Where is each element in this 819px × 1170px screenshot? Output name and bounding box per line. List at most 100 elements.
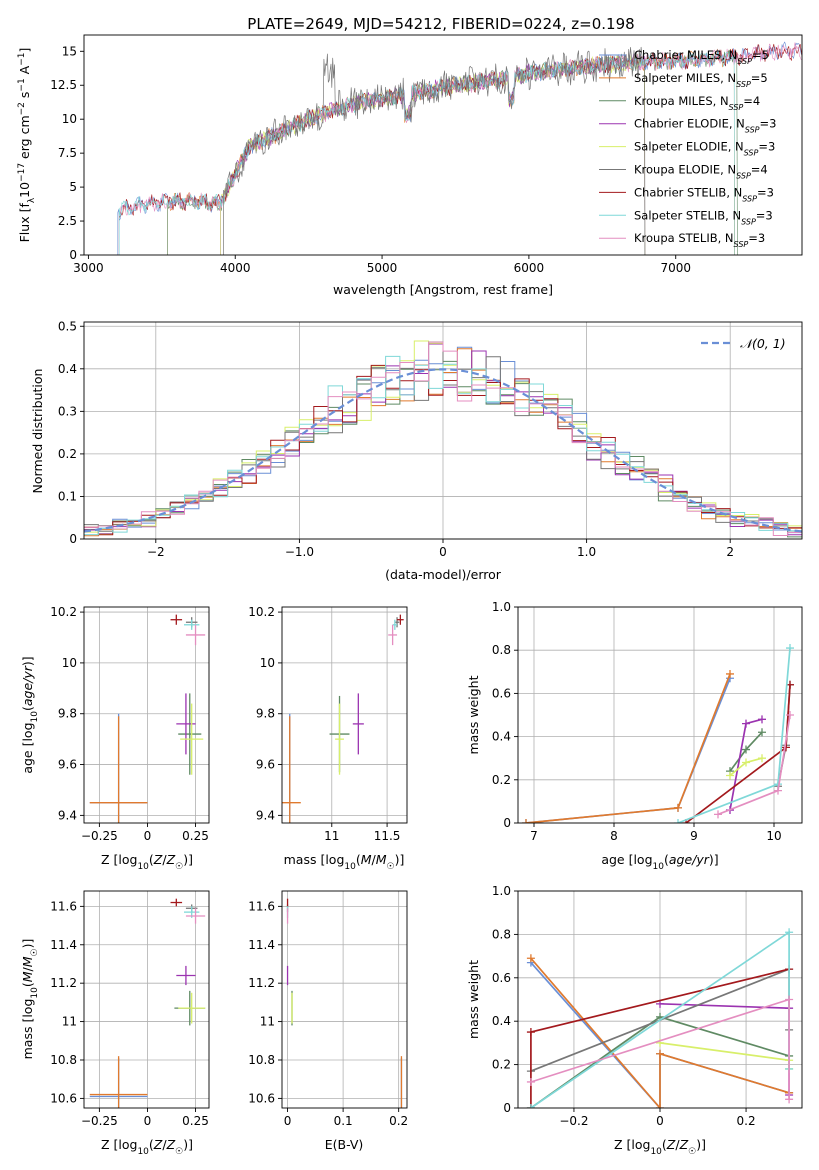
weight-marker [526, 1077, 535, 1086]
y-tick-label: 9.8 [58, 707, 77, 721]
axes-frame [83, 34, 803, 256]
weight-marker [522, 819, 530, 823]
y-tick-label: 11.6 [248, 899, 275, 913]
weight-marker [785, 995, 794, 1004]
x-axis-label: E(B-V) [325, 1137, 364, 1152]
y-axis-label: Normed distribution [30, 369, 45, 494]
x-tick-label: 0 [144, 829, 152, 843]
weight-marker [714, 810, 722, 819]
x-tick-label: −0.25 [81, 829, 118, 843]
y-tick-label: 10.6 [248, 1091, 275, 1105]
y-tick-label: 0.6 [492, 686, 511, 700]
y-tick-label: 15 [62, 44, 77, 58]
x-tick-label: 7 [530, 829, 538, 843]
y-tick-label: 0.4 [58, 362, 77, 376]
weight-marker [758, 754, 766, 763]
x-tick-label: 8 [610, 829, 618, 843]
weight-marker [742, 745, 750, 754]
y-tick-label: 0.6 [492, 971, 511, 985]
y-tick-label: 11 [62, 1015, 77, 1029]
y-axis-label: age [log10(age/yr)] [20, 656, 40, 773]
y-tick-label: 11.2 [248, 976, 275, 990]
x-tick-label: 0.2 [737, 1114, 756, 1128]
y-tick-label: 10.2 [248, 605, 275, 619]
legend-entry: Salpeter STELIB, NSSP=3 [634, 208, 773, 226]
weight-line-2 [525, 673, 731, 823]
y-tick-label: 10.8 [50, 1053, 77, 1067]
mass-vs-Z-axes: −0.25 0 0.25 10.6 10.8 11 11.2 11.4 11.6 Z [log10… [20, 890, 210, 1157]
x-tick-label: −1.0 [285, 545, 314, 559]
y-tick-label: 7.5 [58, 146, 77, 160]
legend-entry: Salpeter ELODIE, NSSP=3 [634, 140, 775, 158]
weight-marker [742, 758, 750, 767]
weight-marker [758, 715, 766, 724]
weight-marker [674, 819, 682, 823]
age-vs-Z-axes: −0.25 0 0.25 9.4 9.6 9.8 10 10.2 Z [log10(Z/Z☉)]… [20, 605, 210, 872]
spectrum-line-8 [118, 50, 735, 255]
y-tick-label: 5 [69, 180, 77, 194]
x-tick-label: −2 [147, 545, 165, 559]
weight-marker [758, 728, 766, 737]
y-tick-label: 0 [503, 816, 511, 830]
weight-marker [526, 1028, 535, 1037]
y-tick-label: 0 [69, 248, 77, 262]
spectrum-line-9 [118, 42, 802, 255]
legend-entry: Chabrier ELODIE, NSSP=3 [634, 117, 776, 135]
y-tick-label: 1.0 [492, 600, 511, 614]
x-tick-label: 5000 [367, 261, 398, 275]
weight-marker [742, 719, 750, 728]
axes-frame [281, 890, 408, 1109]
y-tick-label: 9.8 [256, 707, 275, 721]
y-tick-label: 1.0 [492, 884, 511, 898]
axes-frame [83, 890, 210, 1109]
x-axis-label: Z [log10(Z/Z☉)] [101, 852, 193, 872]
x-tick-label: 0.1 [334, 1114, 353, 1128]
x-tick-label: 0 [439, 545, 447, 559]
weight-marker [526, 954, 535, 963]
x-tick-label: 3000 [73, 261, 104, 275]
y-tick-label: 0 [503, 1101, 511, 1115]
legend-entry: Salpeter MILES, NSSP=5 [634, 71, 768, 89]
axes-frame [517, 606, 803, 824]
weight-marker [726, 669, 734, 678]
y-axis-label: mass weight [466, 675, 481, 754]
legend-entry: Kroupa STELIB, NSSP=3 [634, 231, 765, 249]
y-tick-label: 10.8 [248, 1053, 275, 1067]
x-axis-label: (data-model)/error [385, 567, 502, 582]
y-tick-label: 2.5 [58, 214, 77, 228]
y-tick-label: 11 [260, 1015, 275, 1029]
x-tick-label: 11 [324, 829, 339, 843]
y-tick-label: 11.2 [50, 976, 77, 990]
x-tick-label: 0.25 [182, 1114, 209, 1128]
legend-entry: Chabrier STELIB, NSSP=3 [634, 185, 774, 203]
y-tick-label: 9.4 [256, 808, 275, 822]
y-axis-label: mass weight [466, 960, 481, 1039]
x-tick-label: 6000 [514, 261, 545, 275]
weight-marker [674, 803, 682, 812]
weight-vs-age-axes: 7 8 9 10 0 0.2 0.4 0.6 0.8 1.0 age [log10(age/yr)]… [466, 600, 803, 872]
weight-vs-Z-marks [526, 928, 794, 1108]
y-tick-label: 10.2 [50, 605, 77, 619]
y-tick-label: 0.3 [58, 404, 77, 418]
residuals-axes: −2 −1.0 0 1.0 2 0 0.1 0.2 0.3 0.4 0.5 (data-model)/… [30, 319, 803, 582]
legend-entry: Chabrier MILES, NSSP=5 [634, 48, 769, 66]
age-vs-Z-marks [89, 614, 206, 823]
x-tick-label: −0.25 [81, 1114, 118, 1128]
histogram-9 [84, 341, 802, 536]
y-tick-label: 11.6 [50, 899, 77, 913]
x-tick-label: 10 [766, 829, 781, 843]
x-tick-label: 0.2 [389, 1114, 408, 1128]
normal-reference-curve [84, 368, 802, 533]
age-vs-mass-marks [282, 614, 404, 823]
weight-marker [785, 928, 794, 937]
y-tick-label: 9.4 [58, 808, 77, 822]
x-axis-label: Z [log10(Z/Z☉)] [101, 1137, 193, 1157]
axes-frame [281, 606, 408, 824]
y-tick-label: 11.4 [248, 938, 275, 952]
y-tick-label: 0.2 [492, 773, 511, 787]
mass-vs-Z-marks [89, 898, 206, 1108]
y-tick-label: 12.5 [50, 78, 77, 92]
spectrum-line-4 [220, 53, 646, 255]
mass-vs-EBV-axes: 0 0.1 0.2 10.6 10.8 11 11.2 11.4 11.6 E(B-V) [248, 890, 408, 1152]
weight-marker [786, 644, 794, 653]
